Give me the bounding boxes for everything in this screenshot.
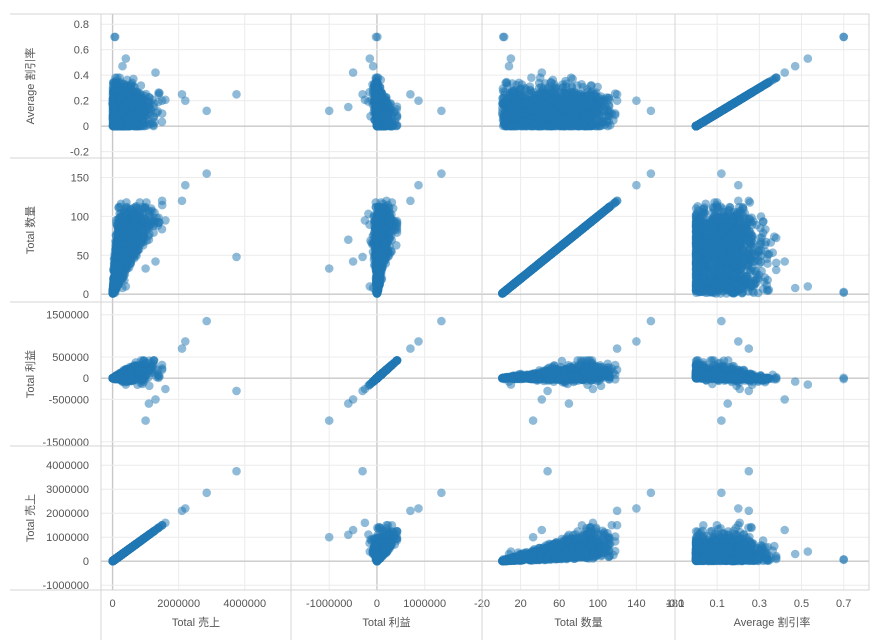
data-point [513,112,522,122]
data-point [534,113,544,123]
data-point [646,106,656,116]
data-point [136,81,146,90]
data-point [499,32,509,42]
data-point [566,73,576,82]
data-point [373,121,383,131]
data-point [373,94,383,103]
data-point [589,119,599,129]
data-point [232,90,241,99]
data-point [632,96,641,105]
data-point [150,118,159,127]
data-point [111,113,121,123]
data-point [599,106,608,115]
data-point [110,32,119,42]
data-point [324,106,334,116]
data-point [574,91,583,100]
data-point [504,100,513,110]
cell-avg_discount-vs-total_profit-bg [291,14,482,158]
data-point [528,106,538,116]
data-point [368,61,378,71]
data-point [371,73,381,82]
data-point [121,54,131,63]
data-point [109,121,119,131]
data-point [414,96,423,105]
data-point [570,114,580,124]
data-point [365,54,375,63]
data-point [527,73,536,82]
data-point [534,83,544,93]
data-point [521,85,530,94]
data-point [177,90,187,99]
data-point [126,91,135,100]
data-point [127,110,136,119]
data-point [506,121,516,131]
data-point [586,100,595,110]
data-point [564,102,574,112]
data-point [520,99,529,108]
data-point [537,68,547,77]
data-point [406,90,415,99]
data-point [598,118,607,127]
data-point [202,106,211,116]
data-point [344,102,353,112]
data-point [358,90,367,99]
data-point [151,68,160,77]
data-point [109,100,118,110]
data-point [157,96,167,105]
data-point [589,89,599,99]
data-point [371,32,381,42]
data-point [555,115,564,125]
data-point [118,61,127,71]
data-point [504,61,514,71]
data-point [134,121,144,131]
data-point [544,82,553,92]
data-point [122,82,131,92]
data-point [506,54,516,63]
data-point [529,94,539,103]
data-point [612,96,622,105]
data-point [145,93,154,102]
data-point [157,117,167,127]
data-point [437,106,446,116]
data-point [543,90,552,99]
data-point [554,100,563,110]
data-point [144,102,154,112]
data-point [116,94,126,103]
data-point [374,113,384,123]
data-point [382,96,391,105]
data-point [508,79,517,88]
data-point [111,73,120,82]
data-point [609,116,618,125]
data-point [348,68,358,77]
